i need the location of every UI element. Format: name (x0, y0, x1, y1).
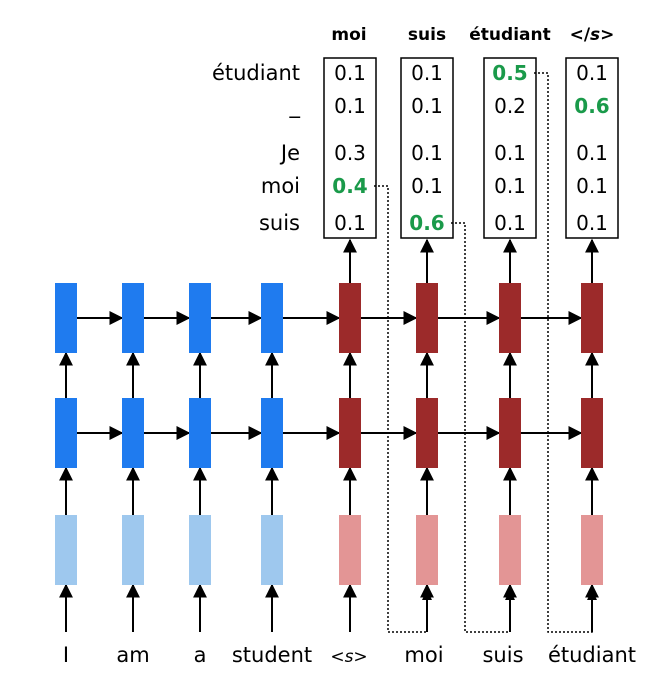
decoder-bottom-cell (581, 398, 603, 468)
encoder-embedding (189, 515, 211, 585)
source-word: student (232, 643, 312, 667)
feedback-dotted-line (534, 72, 593, 633)
encoder-bottom-cell (261, 398, 283, 468)
decoder-top-cell (416, 283, 438, 353)
encoder-top-cell (122, 283, 144, 353)
rnn-cells (55, 283, 603, 585)
output-distributions: 0.1 0.1 0.3 0.4 0.1 0.1 0.1 0.1 0.1 0.6 0.5 0.2 0.1 0… (323, 57, 619, 239)
source-word: I (63, 643, 69, 667)
source-words: I am a student (63, 643, 312, 667)
probability-value: 0.1 (576, 61, 608, 85)
decoder-bottom-cell (416, 398, 438, 468)
probability-value: 0.2 (494, 94, 526, 118)
probability-value: 0.1 (334, 61, 366, 85)
decoder-embedding (416, 515, 438, 585)
encoder-bottom-cell (55, 398, 77, 468)
output-header: moi (331, 25, 366, 45)
probability-value: 0.1 (411, 61, 443, 85)
encoder-top-cell (261, 283, 283, 353)
probability-value: 0.1 (494, 141, 526, 165)
feedback-dotted-line (451, 222, 511, 633)
output-header: étudiant (469, 25, 550, 45)
probability-box (323, 57, 377, 239)
vocab-labels: étudiant _ Je moi suis (212, 61, 301, 235)
encoder-embedding (261, 515, 283, 585)
probability-box (565, 57, 619, 239)
probability-value: 0.5 (492, 61, 527, 85)
connection-arrows (59, 238, 599, 632)
encoder-top-cell (55, 283, 77, 353)
probability-value: 0.1 (494, 211, 526, 235)
decoder-top-cell (499, 283, 521, 353)
probability-box (483, 57, 537, 239)
output-header: </s> (570, 25, 615, 45)
vocab-label: étudiant (212, 61, 300, 85)
target-input: étudiant (548, 643, 636, 667)
probability-value: 0.6 (409, 211, 444, 235)
output-headers: moi suis étudiant </s> (331, 25, 614, 45)
probability-value: 0.1 (576, 174, 608, 198)
encoder-top-cell (189, 283, 211, 353)
vocab-label: suis (259, 211, 300, 235)
vocab-label: Je (279, 141, 300, 165)
target-input: <s> (330, 647, 367, 667)
decoder-embedding (339, 515, 361, 585)
target-inputs: <s> moi suis étudiant (330, 643, 636, 667)
decoder-bottom-cell (339, 398, 361, 468)
source-word: a (194, 643, 207, 667)
probability-value: 0.1 (411, 141, 443, 165)
feedback-dotted-lines (374, 72, 597, 633)
probability-value: 0.1 (576, 141, 608, 165)
source-word: am (116, 643, 149, 667)
encoder-bottom-cell (122, 398, 144, 468)
vocab-label: moi (261, 174, 300, 198)
probability-value: 0.1 (576, 211, 608, 235)
probability-value: 0.1 (411, 174, 443, 198)
output-header: suis (408, 25, 446, 45)
encoder-embedding (122, 515, 144, 585)
probability-box (400, 57, 454, 239)
decoder-bottom-cell (499, 398, 521, 468)
target-input: moi (404, 643, 443, 667)
encoder-bottom-cell (189, 398, 211, 468)
probability-value: 0.6 (574, 94, 609, 118)
decoder-top-cell (581, 283, 603, 353)
probability-value: 0.3 (334, 141, 366, 165)
target-input: suis (482, 643, 523, 667)
probability-value: 0.1 (334, 211, 366, 235)
probability-value: 0.1 (494, 174, 526, 198)
encoder-embedding (55, 515, 77, 585)
probability-value: 0.1 (411, 94, 443, 118)
probability-value: 0.1 (334, 94, 366, 118)
vocab-label: _ (289, 94, 301, 119)
decoder-top-cell (339, 283, 361, 353)
probability-value: 0.4 (332, 174, 367, 198)
decoder-embedding (581, 515, 603, 585)
decoder-embedding (499, 515, 521, 585)
